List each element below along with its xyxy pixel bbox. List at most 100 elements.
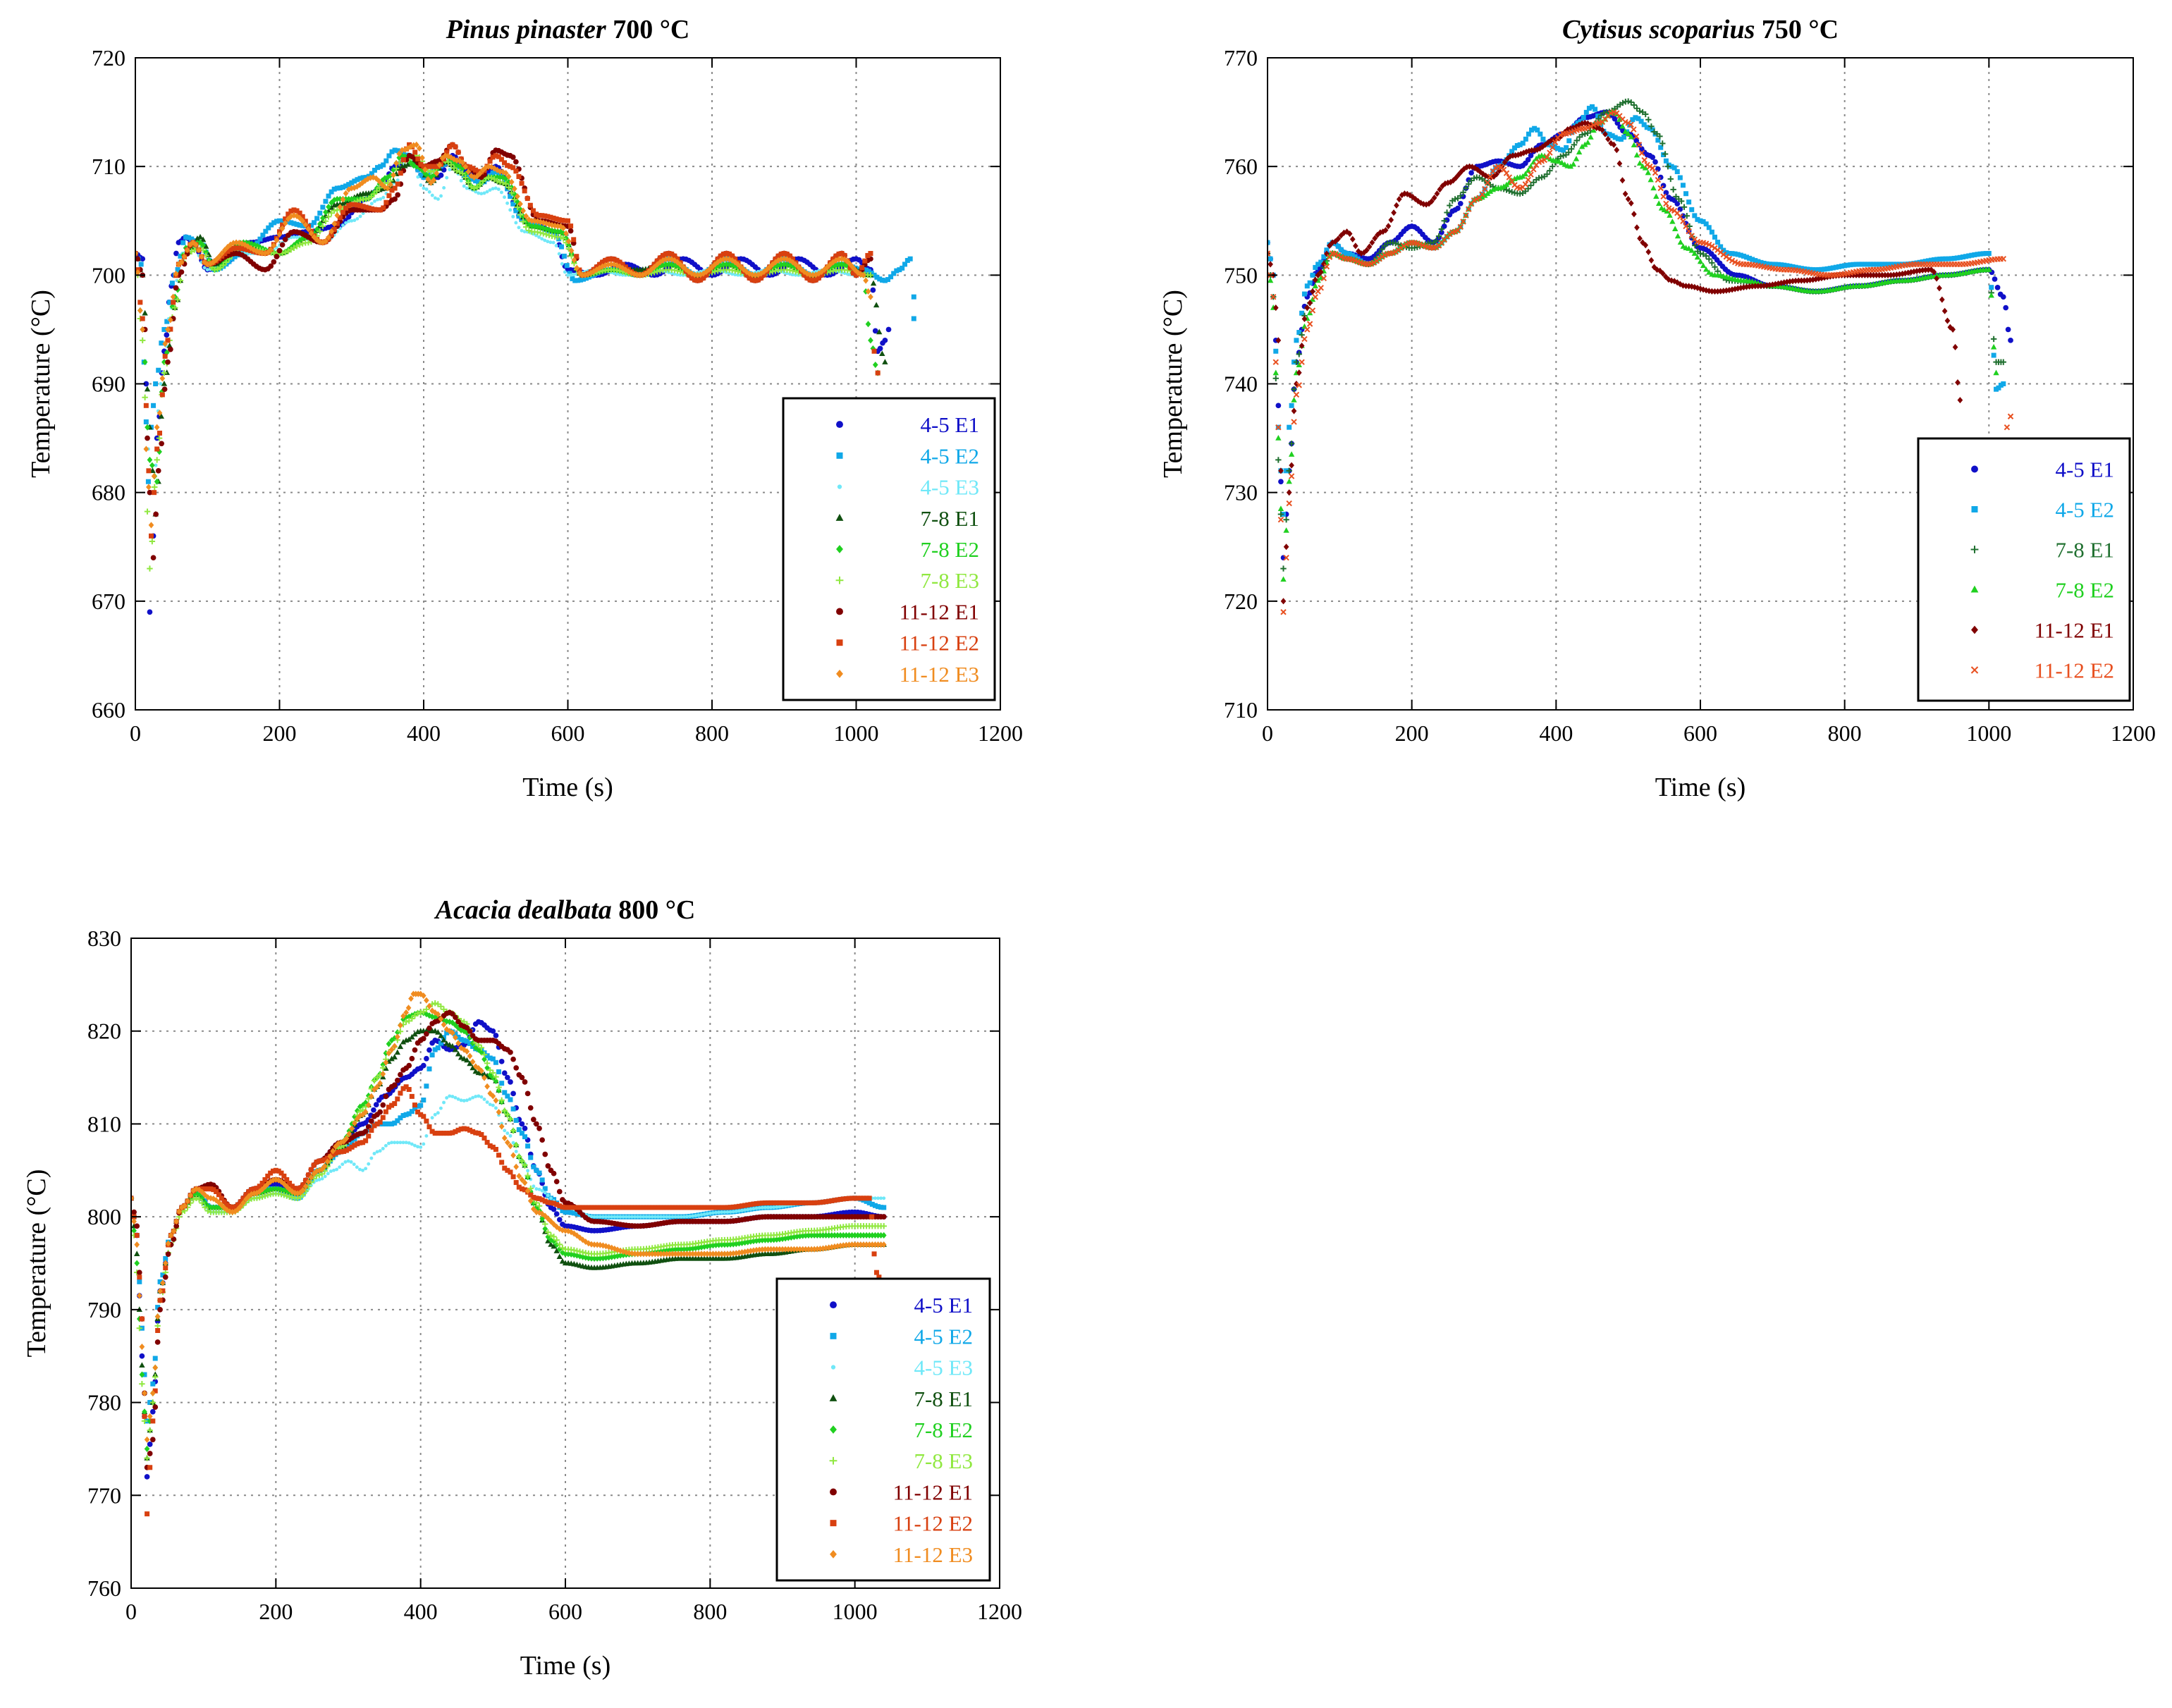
data-point — [1707, 225, 1712, 230]
data-point — [277, 248, 283, 254]
data-point — [1645, 249, 1651, 255]
data-point — [321, 1177, 324, 1181]
data-point — [515, 1150, 518, 1153]
data-point — [416, 176, 419, 179]
data-point — [565, 263, 570, 268]
data-point — [1302, 316, 1308, 322]
legend-label: 4-5 E2 — [920, 443, 979, 468]
data-point — [448, 1094, 451, 1098]
data-point — [1268, 277, 1273, 283]
data-point — [465, 187, 469, 190]
data-point — [1653, 193, 1659, 199]
x-tick-label: 800 — [695, 720, 729, 746]
legend-marker — [836, 608, 843, 615]
data-point — [1302, 292, 1307, 297]
data-point — [1547, 150, 1552, 155]
data-point — [496, 1069, 501, 1074]
data-point — [153, 1356, 158, 1361]
data-point — [1683, 191, 1688, 196]
x-axis-label: Time (s) — [1655, 773, 1745, 802]
data-point — [520, 1122, 525, 1127]
data-point — [1678, 176, 1683, 180]
data-point — [157, 431, 162, 436]
data-point — [164, 332, 169, 338]
data-point — [483, 1098, 486, 1101]
data-point — [1458, 201, 1464, 207]
data-point — [751, 1207, 755, 1210]
data-point — [1507, 175, 1511, 180]
data-point — [405, 1141, 408, 1144]
data-point — [1712, 264, 1717, 270]
data-point — [571, 237, 576, 242]
data-point — [557, 1217, 563, 1222]
y-tick-label: 710 — [1224, 697, 1258, 723]
data-point — [140, 1353, 145, 1359]
data-point — [152, 473, 157, 479]
data-point — [419, 183, 422, 187]
data-point — [511, 215, 515, 219]
data-point — [490, 1028, 496, 1034]
data-point — [384, 1144, 388, 1148]
data-point — [508, 1097, 513, 1102]
data-point — [912, 317, 916, 321]
x-tick-label: 600 — [551, 720, 585, 746]
data-point — [1955, 379, 1961, 386]
data-point — [152, 490, 157, 495]
legend-marker — [837, 453, 843, 459]
data-point — [153, 381, 158, 386]
data-point — [1581, 115, 1586, 120]
data-point — [565, 219, 570, 223]
data-point — [373, 1152, 376, 1155]
data-point — [424, 1083, 429, 1088]
data-point — [424, 1134, 428, 1138]
data-point — [442, 186, 446, 190]
data-point — [386, 193, 391, 198]
data-point — [1302, 336, 1307, 341]
data-point — [149, 522, 154, 528]
y-tick-label: 720 — [92, 45, 125, 70]
legend-label: 7-8 E2 — [920, 537, 979, 562]
data-point — [505, 1131, 509, 1135]
data-point — [1305, 327, 1310, 332]
data-point — [503, 1129, 506, 1132]
data-point — [1991, 336, 1996, 342]
data-point — [422, 1143, 425, 1146]
data-point — [563, 270, 567, 274]
y-tick-label: 730 — [1224, 480, 1258, 505]
data-point — [1634, 152, 1640, 158]
data-point — [419, 1145, 422, 1149]
data-point — [526, 1169, 529, 1172]
data-point — [862, 259, 867, 264]
data-point — [1291, 397, 1296, 403]
chart-title: Cytisus scoparius 750 °C — [1562, 15, 1839, 44]
data-point — [559, 245, 564, 250]
data-point — [749, 1208, 752, 1211]
data-point — [448, 168, 451, 171]
data-point — [416, 1145, 419, 1148]
data-point — [1291, 386, 1296, 392]
data-point — [1308, 281, 1313, 285]
data-point — [427, 1067, 431, 1071]
data-point — [549, 1196, 553, 1200]
data-point — [703, 1212, 706, 1216]
data-point — [502, 1070, 508, 1076]
data-point — [145, 508, 150, 514]
data-point — [152, 484, 157, 490]
data-point — [1276, 403, 1282, 408]
legend-label: 11-12 E2 — [2035, 658, 2114, 683]
data-point — [1645, 117, 1651, 123]
data-point — [1273, 376, 1279, 381]
data-point — [154, 457, 159, 462]
data-point — [500, 190, 503, 194]
data-point — [551, 1207, 557, 1212]
data-point — [442, 1101, 446, 1105]
data-point — [1993, 370, 1999, 376]
data-point — [421, 1098, 426, 1102]
x-tick-label: 1000 — [834, 720, 879, 746]
data-point — [150, 1409, 156, 1415]
data-point — [1681, 183, 1686, 188]
data-point — [740, 1209, 744, 1212]
